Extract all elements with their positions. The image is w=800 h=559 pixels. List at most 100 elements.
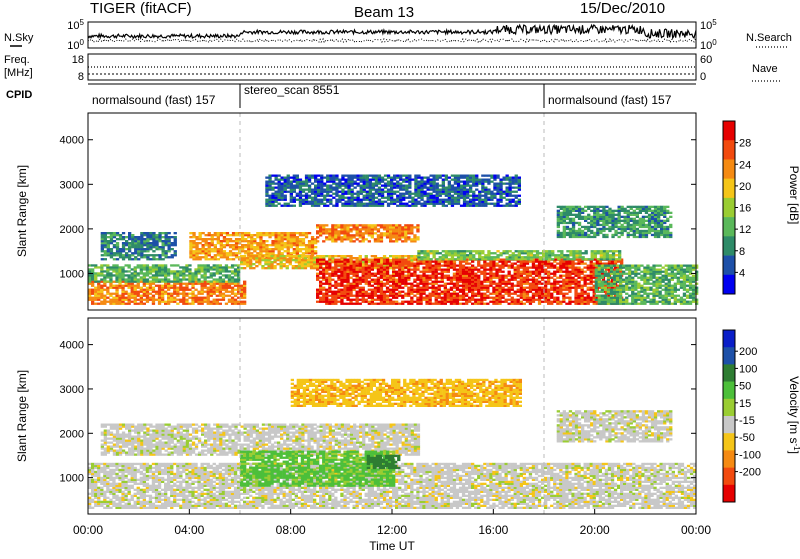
heatmap-cell: [155, 299, 158, 301]
heatmap-cell: [346, 299, 349, 301]
heatmap-cell: [128, 258, 131, 260]
heatmap-cell: [146, 238, 149, 240]
heatmap-cell: [343, 277, 346, 279]
heatmap-cell: [438, 295, 441, 297]
heatmap-cell: [389, 240, 392, 242]
heatmap-cell: [143, 303, 146, 305]
heatmap-cell: [612, 250, 615, 252]
heatmap-cell: [590, 265, 593, 267]
heatmap-cell: [299, 242, 302, 244]
heatmap-cell: [320, 189, 323, 191]
nsearch-label: N.Search: [746, 32, 792, 44]
heatmap-cell: [346, 224, 349, 226]
heatmap-cell: [523, 287, 526, 289]
heatmap-cell: [511, 289, 514, 291]
heatmap-cell: [149, 276, 152, 278]
heatmap-cell: [556, 301, 559, 303]
heatmap-cell: [278, 195, 281, 197]
heatmap-cell: [429, 293, 432, 295]
heatmap-cell: [634, 295, 637, 297]
heatmap-cell: [185, 283, 188, 285]
heatmap-cell: [506, 258, 509, 260]
heatmap-cell: [122, 232, 125, 234]
heatmap-cell: [140, 242, 143, 244]
heatmap-cell: [140, 264, 143, 266]
heatmap-cell: [275, 187, 278, 189]
heatmap-cell: [416, 263, 419, 265]
heatmap-cell: [637, 295, 640, 297]
heatmap-cell: [104, 254, 107, 256]
heatmap-cell: [320, 185, 323, 187]
heatmap-cell: [383, 273, 386, 275]
heatmap-cell: [284, 177, 287, 179]
heatmap-cell: [131, 285, 134, 287]
heatmap-cell: [495, 293, 498, 295]
heatmap-cell: [368, 283, 371, 285]
heatmap-cell: [419, 293, 422, 295]
heatmap-cell: [346, 259, 349, 261]
heatmap-cell: [240, 255, 243, 257]
heatmap-cell: [456, 293, 459, 295]
heatmap-cell: [199, 250, 202, 252]
heatmap-cell: [235, 246, 238, 248]
heatmap-cell: [492, 289, 495, 291]
heatmap-cell: [380, 277, 383, 279]
heatmap-cell: [106, 289, 109, 291]
heatmap-cell: [471, 283, 474, 285]
heatmap-cell: [656, 287, 659, 289]
heatmap-cell: [483, 277, 486, 279]
heatmap-cell: [287, 246, 290, 248]
heatmap-cell: [610, 301, 613, 303]
heatmap-cell: [649, 279, 652, 281]
heatmap-cell: [308, 203, 311, 205]
heatmap-cell: [244, 238, 247, 240]
heatmap-cell: [646, 287, 649, 289]
heatmap-cell: [404, 255, 407, 257]
heatmap-cell: [456, 289, 459, 291]
heatmap-cell: [121, 281, 124, 283]
heatmap-cell: [208, 232, 211, 234]
heatmap-cell: [106, 274, 109, 276]
heatmap-cell: [210, 291, 213, 293]
heatmap-cell: [392, 265, 395, 267]
heatmap-cell: [419, 275, 422, 277]
heatmap-cell: [613, 283, 616, 285]
heatmap-cell: [556, 293, 559, 295]
heatmap-cell: [674, 285, 677, 287]
heatmap-cell: [343, 275, 346, 277]
heatmap-cell: [514, 269, 517, 271]
heatmap-cell: [118, 266, 121, 268]
heatmap-cell: [201, 270, 204, 272]
heatmap-cell: [171, 248, 174, 250]
heatmap-cell: [149, 236, 152, 238]
heatmap-cell: [173, 270, 176, 272]
heatmap-cell: [395, 263, 398, 265]
heatmap-cell: [204, 283, 207, 285]
heatmap-cell: [191, 274, 194, 276]
heatmap-cell: [559, 301, 562, 303]
heatmap-cell: [604, 267, 607, 269]
heatmap-cell: [680, 303, 683, 305]
heatmap-cell: [346, 285, 349, 287]
heatmap-cell: [109, 268, 112, 270]
heatmap-cell: [649, 299, 652, 301]
heatmap-cell: [112, 274, 115, 276]
heatmap-cell: [527, 252, 530, 254]
heatmap-cell: [548, 254, 551, 256]
heatmap-cell: [671, 265, 674, 267]
heatmap-cell: [205, 234, 208, 236]
heatmap-cell: [134, 295, 137, 297]
heatmap-cell: [495, 273, 498, 275]
heatmap-cell: [158, 297, 161, 299]
cpid-label: CPID: [6, 89, 32, 101]
heatmap-cell: [311, 205, 314, 207]
heatmap-cell: [106, 293, 109, 295]
heatmap-cell: [91, 264, 94, 266]
heatmap-cell: [377, 287, 380, 289]
heatmap-cell: [590, 281, 593, 283]
heatmap-cell: [173, 280, 176, 282]
heatmap-cell: [283, 259, 286, 261]
heatmap-cell: [643, 269, 646, 271]
heatmap-cell: [217, 254, 220, 256]
heatmap-cell: [174, 250, 177, 252]
